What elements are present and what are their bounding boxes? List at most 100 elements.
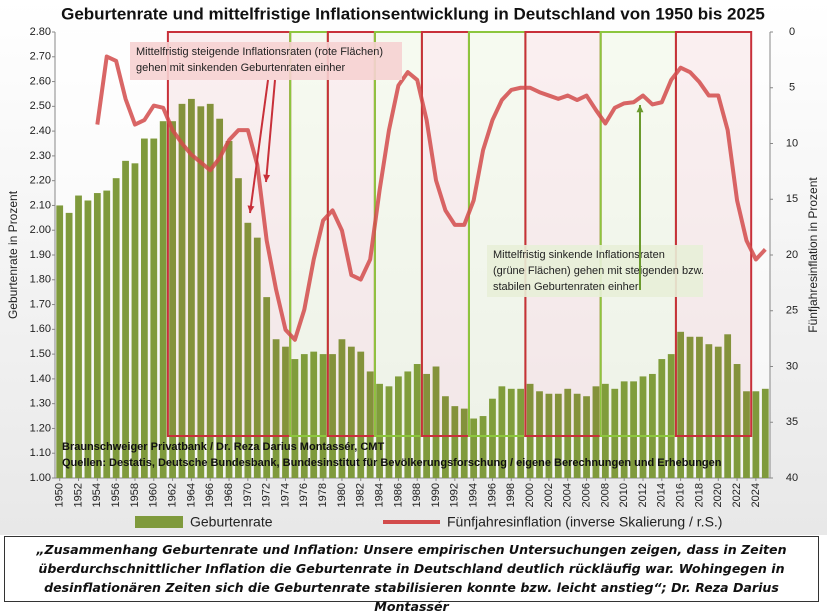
- y-tick-label: 1.80: [30, 274, 51, 286]
- period-box: [373, 31, 423, 437]
- y2-tick-label: 5: [789, 82, 795, 94]
- bar: [761, 388, 769, 478]
- x-tick-label: 1976: [298, 483, 310, 507]
- bar: [677, 331, 685, 478]
- x-tick-label: 1980: [336, 483, 348, 507]
- annotation-box: [130, 42, 402, 80]
- y2-tick-label: 15: [786, 193, 798, 205]
- arrow: [249, 79, 269, 214]
- x-tick-label: 1950: [54, 483, 66, 507]
- bar: [460, 408, 468, 478]
- source-text: Quellen: Destatis, Deutsche Bundesbank, …: [62, 457, 722, 469]
- bar: [639, 376, 647, 478]
- bar: [442, 396, 449, 478]
- bar: [253, 237, 261, 478]
- y-tick-label: 1.60: [30, 323, 51, 335]
- x-tick-label: 1962: [167, 483, 179, 507]
- y-tick-label: 2.10: [30, 199, 51, 211]
- bar: [423, 373, 430, 478]
- bar: [536, 391, 543, 478]
- legend-swatch: [135, 516, 183, 528]
- caption-line: desinflationären Zeiten sich die Geburte…: [44, 580, 779, 614]
- bar: [282, 346, 289, 478]
- y2-tick-label: 0: [789, 26, 795, 38]
- annotation-text: Mittelfristig steigende Inflationsraten …: [136, 46, 383, 58]
- x-tick-label: 1972: [261, 483, 273, 507]
- x-tick-label: 1958: [129, 483, 141, 507]
- y-tick-label: 2.60: [30, 75, 51, 87]
- bar: [263, 297, 271, 478]
- bar: [432, 366, 440, 478]
- bar: [649, 373, 656, 478]
- period-box: [674, 31, 753, 437]
- bar: [140, 138, 148, 479]
- bar: [84, 200, 92, 478]
- x-tick-label: 2010: [618, 483, 630, 507]
- period-box: [289, 31, 329, 437]
- bar: [667, 354, 675, 478]
- x-tick-label: 1968: [223, 483, 235, 507]
- arrow-head: [247, 205, 255, 213]
- legend-label: Fünfjahresinflation (inverse Skalierung …: [447, 514, 722, 530]
- x-tick-label: 1988: [411, 483, 423, 507]
- bar: [131, 163, 139, 479]
- bar: [395, 376, 402, 478]
- bar: [714, 346, 722, 478]
- bar: [630, 381, 637, 478]
- caption: „Zusammenhang Geburtenrate und Inflation…: [4, 536, 819, 614]
- x-tick-label: 2002: [543, 483, 555, 507]
- bar: [611, 388, 619, 478]
- y-tick-label: 1.40: [30, 373, 51, 385]
- x-tick-label: 1964: [185, 483, 197, 507]
- x-tick-label: 1954: [91, 483, 103, 507]
- x-tick-label: 2024: [750, 483, 762, 507]
- y2-tick-label: 10: [786, 137, 798, 149]
- bar: [347, 346, 355, 478]
- bar: [498, 386, 506, 478]
- x-tick-label: 1982: [355, 483, 367, 507]
- x-tick-label: 2018: [693, 483, 705, 507]
- x-tick-label: 1986: [392, 483, 404, 507]
- x-tick-label: 1994: [468, 483, 480, 507]
- bar: [583, 396, 590, 478]
- bar: [507, 388, 515, 478]
- y2-tick-label: 25: [786, 305, 798, 317]
- x-tick-label: 1956: [110, 483, 122, 507]
- y-tick-label: 1.20: [30, 422, 51, 434]
- bar: [244, 222, 252, 478]
- period-box: [420, 31, 470, 437]
- bar: [601, 383, 609, 478]
- source-text: Braunschweiger Privatbank / Dr. Reza Dar…: [62, 441, 384, 453]
- bar: [169, 121, 176, 478]
- bar: [752, 391, 760, 478]
- y-tick-label: 1.70: [30, 298, 51, 310]
- x-tick-label: 1966: [204, 483, 216, 507]
- y-tick-label: 1.10: [30, 447, 51, 459]
- chart: Geburtenrate und mittelfristige Inflatio…: [0, 0, 827, 535]
- x-tick-label: 2022: [731, 483, 743, 507]
- caption-line: überdurchschnittlicher Inflation die Geb…: [38, 561, 785, 576]
- bar: [291, 359, 299, 478]
- bar: [385, 386, 393, 478]
- x-tick-label: 2000: [524, 483, 536, 507]
- chart-title: Geburtenrate und mittelfristige Inflatio…: [61, 4, 765, 23]
- x-tick-label: 2004: [562, 483, 574, 507]
- caption-line: „Zusammenhang Geburtenrate und Inflation…: [36, 542, 787, 557]
- bar: [216, 118, 224, 478]
- x-tick-label: 2020: [712, 483, 724, 507]
- x-tick-label: 1996: [486, 483, 498, 507]
- bar: [178, 103, 186, 478]
- bar: [310, 351, 318, 478]
- bar: [733, 364, 741, 478]
- bar: [564, 388, 572, 478]
- x-tick-label: 1970: [242, 483, 254, 507]
- bar: [743, 391, 750, 478]
- bar: [357, 351, 365, 478]
- bar: [75, 195, 82, 479]
- bar: [329, 354, 336, 478]
- y2-tick-label: 40: [786, 472, 798, 484]
- bar: [197, 106, 205, 478]
- x-tick-label: 1978: [317, 483, 329, 507]
- bar: [724, 334, 732, 478]
